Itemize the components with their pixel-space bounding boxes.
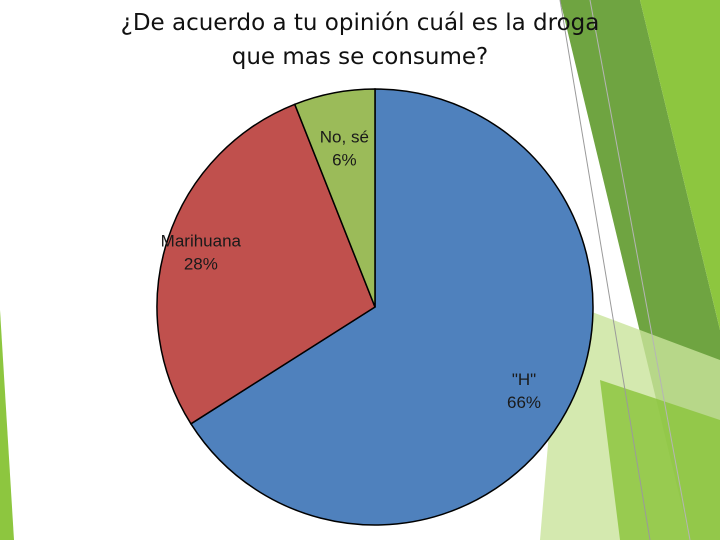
title-line-2: que mas se consume? <box>231 44 489 70</box>
slice-name-label: Marihuana <box>161 231 242 250</box>
slice-name-label: No, sé <box>320 127 369 146</box>
decor-left-green-sliver <box>0 310 14 540</box>
pie-slice-1 <box>156 103 376 425</box>
decor-line <box>559 0 651 540</box>
decor-line <box>589 0 691 540</box>
decor-green-band <box>640 0 720 330</box>
title-line-1: ¿De acuerdo a tu opinión cuál es la drog… <box>120 10 600 36</box>
slice-percent-label: 66% <box>507 393 541 412</box>
pie-slice-0 <box>189 88 594 526</box>
slice-percent-label: 6% <box>332 150 357 169</box>
slice-percent-label: 28% <box>184 254 218 273</box>
slide-title: ¿De acuerdo a tu opinión cuál es la drog… <box>60 6 660 74</box>
slice-name-label: "H" <box>512 370 536 389</box>
pie-slice-2 <box>293 88 376 308</box>
